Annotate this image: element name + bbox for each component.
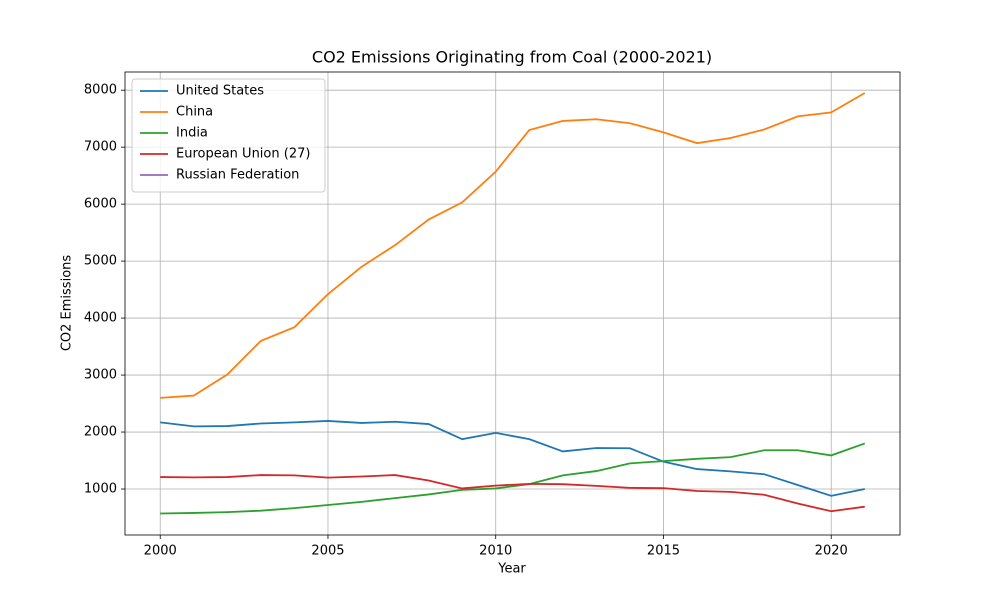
x-tick-label: 2020 <box>815 544 848 559</box>
y-tick-label: 8000 <box>84 83 117 98</box>
y-tick-label: 2000 <box>84 425 117 440</box>
x-tick-label: 2015 <box>647 544 680 559</box>
y-tick-label: 7000 <box>84 140 117 155</box>
legend-label: China <box>176 105 213 120</box>
line <box>160 420 865 497</box>
legend-box <box>131 78 326 193</box>
y-tick-label: 4000 <box>84 311 117 326</box>
legend-label: Russian Federation <box>176 168 299 183</box>
legend-label: India <box>176 126 208 141</box>
y-tick-label: 6000 <box>84 197 117 212</box>
legend-label: European Union (27) <box>176 147 310 162</box>
plot-frame <box>124 71 901 536</box>
line <box>160 474 865 513</box>
x-tick-label: 2010 <box>479 544 512 559</box>
y-tick-label: 3000 <box>84 368 117 383</box>
y-tick-label: 5000 <box>84 254 117 269</box>
x-axis-label: Year <box>497 562 526 577</box>
y-tick-label: 1000 <box>84 482 117 497</box>
line <box>160 442 866 515</box>
x-tick-label: 2005 <box>311 544 344 559</box>
legend-label: United States <box>176 84 264 99</box>
y-axis-label: CO2 Emissions <box>60 255 75 352</box>
line <box>160 92 866 399</box>
x-tick-label: 2000 <box>144 544 177 559</box>
chart-title: CO2 Emissions Originating from Coal (200… <box>312 48 712 67</box>
